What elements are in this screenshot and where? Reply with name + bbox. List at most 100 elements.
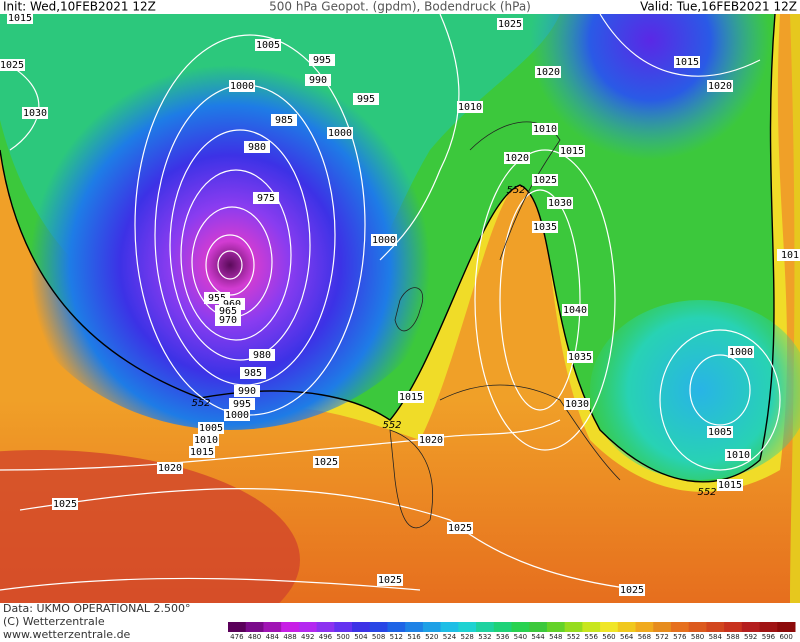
colorbar-cell — [476, 622, 495, 632]
isobar-label: 985 — [244, 368, 262, 379]
isobar-label-bg — [707, 426, 733, 438]
isobar-label-bg — [457, 101, 483, 113]
colorbar-label: 548 — [549, 633, 562, 641]
colorbar-label: 564 — [620, 633, 634, 641]
isobar-label: 1005 — [708, 427, 732, 438]
isobar-label-bg — [564, 398, 590, 410]
isobar-label-bg — [22, 107, 48, 119]
isobar-label: 1005 — [199, 423, 223, 434]
isobar-label: 101 — [781, 250, 799, 261]
colorbar-cell — [263, 622, 282, 632]
colorbar-cell — [617, 622, 637, 632]
isobar-label: 980 — [253, 350, 271, 361]
isobar-label: 1040 — [563, 305, 587, 316]
isobar-label: 1025 — [0, 60, 24, 71]
isobar-label-bg — [255, 39, 281, 51]
geopotential-label: 552 — [191, 398, 210, 409]
isobar-label: 995 — [313, 55, 331, 66]
colorbar-cell — [724, 622, 743, 632]
isobar — [379, 13, 460, 261]
colorbar-label: 552 — [567, 633, 580, 641]
isobar-label: 1015 — [399, 392, 423, 403]
isobar-label-bg — [717, 479, 743, 491]
isobar-label: 1025 — [533, 175, 557, 186]
colorbar-label: 484 — [266, 633, 280, 641]
isobar-label: 1010 — [726, 450, 750, 461]
isobar-label-bg — [728, 346, 754, 358]
isobar-label-bg — [157, 462, 183, 474]
colorbar-cell — [546, 622, 566, 632]
colorbar-label: 500 — [336, 633, 349, 641]
colorbar-label: 496 — [319, 633, 333, 641]
isobar-label: 1000 — [328, 128, 352, 139]
isobar-label-bg — [0, 59, 25, 71]
isobar — [599, 13, 761, 77]
isobar-label: 1030 — [23, 108, 47, 119]
colorbar-cell — [493, 622, 512, 632]
isobar-label-bg — [229, 398, 255, 410]
isobar-label-bg — [567, 351, 593, 363]
isobar-label: 1020 — [505, 153, 529, 164]
isobar-label: 975 — [257, 193, 275, 204]
colorbar-label: 508 — [372, 633, 385, 641]
isobar-label: 1030 — [565, 399, 589, 410]
colorbar-cell — [653, 622, 672, 632]
isobar — [659, 329, 781, 471]
colorbar-label: 536 — [496, 633, 510, 641]
colorbar-label: 528 — [461, 633, 474, 641]
isobar-label: 1025 — [620, 585, 644, 596]
coast-scandinavia — [469, 121, 561, 261]
isobar-label-bg — [504, 152, 530, 164]
colorbar-label: 544 — [531, 633, 545, 641]
isobar-label-bg — [327, 127, 353, 139]
isobar-label: 955 — [208, 293, 226, 304]
isobar-label-bg — [52, 498, 78, 510]
colorbar-cell — [741, 622, 761, 632]
isobar-label-bg — [234, 385, 260, 397]
footer-data: Data: UKMO OPERATIONAL 2.500° — [3, 602, 190, 615]
northeast-cold — [490, 0, 800, 160]
isobar-label: 1035 — [568, 352, 592, 363]
isobar — [689, 354, 751, 426]
coast-iberia — [389, 429, 433, 529]
colorbar-label: 540 — [514, 633, 527, 641]
isobar — [0, 419, 561, 471]
colorbar-label: 524 — [443, 633, 457, 641]
isobar-label: 1000 — [372, 235, 396, 246]
isobar-label-bg — [198, 422, 224, 434]
isobar-label: 1010 — [533, 124, 557, 135]
isobar-label-bg — [532, 123, 558, 135]
isobar-label-bg — [229, 80, 255, 92]
isobar — [217, 250, 243, 280]
isobar-label-bg — [398, 391, 424, 403]
colorbar-cell — [316, 622, 335, 632]
geopotential-label: 552 — [697, 487, 716, 498]
isobar-label-bg — [7, 12, 33, 24]
colorbar-cell — [600, 622, 619, 632]
colorbar-label: 588 — [726, 633, 739, 641]
valid-time: Valid: Tue,16FEB2021 12Z — [640, 0, 797, 14]
colorbar-label: 600 — [779, 633, 792, 641]
isobar-label: 1020 — [419, 435, 443, 446]
isobar — [0, 577, 421, 591]
isobar-label-bg — [189, 446, 215, 458]
isobar-label: 1025 — [314, 457, 338, 468]
isobar-label: 1015 — [190, 447, 214, 458]
colorbar-cell — [245, 622, 264, 632]
isobar — [180, 169, 292, 341]
colorbar-cell — [458, 622, 477, 632]
isobar-label-bg — [535, 66, 561, 78]
isobar-label: 1015 — [718, 480, 742, 491]
isobar-label-bg — [559, 145, 585, 157]
isobar-label: 1015 — [675, 57, 699, 68]
coast-europe — [439, 384, 621, 481]
isobar-label-bg — [377, 574, 403, 586]
colorbar-cell — [777, 622, 796, 632]
isobar-label-bg — [244, 141, 270, 153]
colorbar-label: 492 — [301, 633, 314, 641]
colorbar-label: 532 — [478, 633, 491, 641]
isobar — [19, 488, 641, 591]
isobar-label-bg — [707, 80, 733, 92]
